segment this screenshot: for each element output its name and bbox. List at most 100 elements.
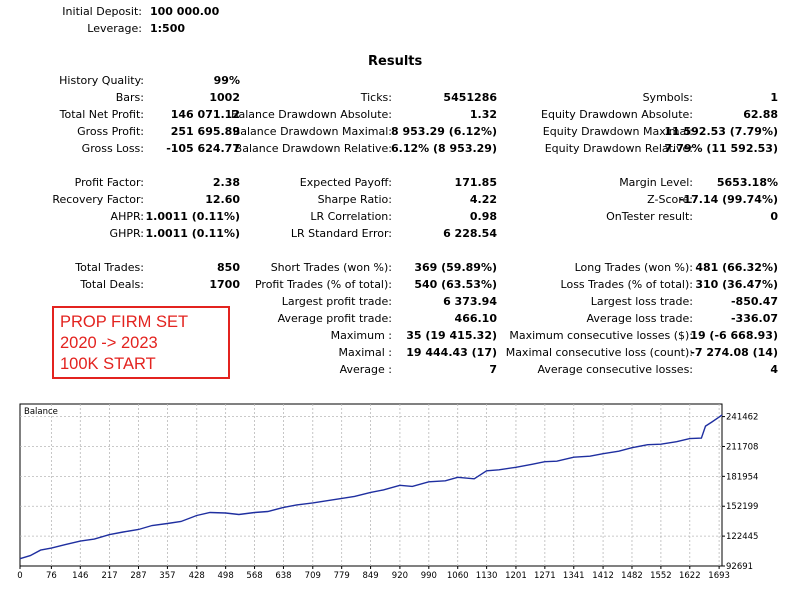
stat-label: Equity Drawdown Absolute: xyxy=(541,108,693,121)
stat-label: Average : xyxy=(339,363,392,376)
stat-value: 35 (19 415.32) xyxy=(406,329,497,342)
x-tick-label: 217 xyxy=(101,571,117,581)
stat-value: 4 xyxy=(770,363,778,376)
x-tick-label: 498 xyxy=(218,571,234,581)
stat-value: 1.32 xyxy=(469,108,497,121)
stat-value: -7 274.08 (14) xyxy=(690,346,778,359)
balance-line xyxy=(19,414,723,560)
x-tick-label: 76 xyxy=(46,571,57,581)
x-tick-label: 1271 xyxy=(534,571,556,581)
leverage-label: Leverage: xyxy=(87,22,142,35)
stat-label: Total Net Profit: xyxy=(59,108,144,121)
note-line-3: 100K START xyxy=(60,355,156,373)
x-tick-label: 568 xyxy=(246,571,262,581)
y-tick-label: 92691 xyxy=(726,562,753,572)
stat-value: 19 444.43 (17) xyxy=(406,346,497,359)
x-tick-label: 146 xyxy=(72,571,88,581)
stat-label: Expected Payoff: xyxy=(299,176,392,189)
stat-label: Gross Profit: xyxy=(77,125,144,138)
stat-label: Average loss trade: xyxy=(586,312,693,325)
stat-value: 0.98 xyxy=(469,210,497,223)
stat-value: 1 xyxy=(770,91,778,104)
stat-value: 540 (63.53%) xyxy=(414,278,497,291)
x-tick-label: 709 xyxy=(305,571,321,581)
stat-value: 2.38 xyxy=(212,176,240,189)
stat-value: 8 953.29 (6.12%) xyxy=(391,125,497,138)
x-tick-label: 779 xyxy=(334,571,350,581)
stat-label: Equity Drawdown Maximal: xyxy=(542,125,693,138)
x-tick-label: 1130 xyxy=(476,571,498,581)
x-tick-label: 1201 xyxy=(505,571,527,581)
stat-value: 466.10 xyxy=(454,312,497,325)
note-line-1: PROP FIRM SET xyxy=(60,313,189,331)
stat-label: Maximal consecutive loss (count): xyxy=(505,346,693,359)
y-tick-label: 122445 xyxy=(726,532,758,542)
stat-value: 310 (36.47%) xyxy=(695,278,778,291)
stat-label: Average consecutive losses: xyxy=(537,363,693,376)
stat-label: Sharpe Ratio: xyxy=(317,193,392,206)
stat-label: Long Trades (won %): xyxy=(574,261,693,274)
stat-label: Maximum consecutive losses ($): xyxy=(509,329,693,342)
stat-value: -105 624.77 xyxy=(166,142,240,155)
stat-label: History Quality: xyxy=(59,74,144,87)
stat-value: 1.0011 (0.11%) xyxy=(145,227,241,240)
y-tick-label: 241462 xyxy=(726,413,758,423)
stat-label: Recovery Factor: xyxy=(52,193,144,206)
stat-value: 5451286 xyxy=(443,91,497,104)
stat-label: Z-Score: xyxy=(647,193,693,206)
stat-value: 62.88 xyxy=(743,108,778,121)
stat-value: 99% xyxy=(213,74,240,87)
y-tick-label: 152199 xyxy=(726,502,758,512)
stat-value: 6.12% (8 953.29) xyxy=(391,142,497,155)
x-tick-label: 1060 xyxy=(447,571,469,581)
x-tick-label: 1482 xyxy=(621,571,643,581)
x-tick-label: 920 xyxy=(392,571,408,581)
stat-label: Ticks: xyxy=(360,91,392,104)
stat-label: Average profit trade: xyxy=(277,312,392,325)
x-tick-label: 428 xyxy=(189,571,205,581)
stat-value: 146 071.12 xyxy=(170,108,240,121)
prop-firm-note: PROP FIRM SET 2020 -> 2023 100K START xyxy=(52,306,230,379)
leverage-value: 1:500 xyxy=(150,22,186,35)
x-tick-label: 1622 xyxy=(679,571,701,581)
stat-value: 850 xyxy=(217,261,240,274)
stat-label: Balance Drawdown Maximal: xyxy=(232,125,392,138)
stat-value: 7.79% (11 592.53) xyxy=(664,142,778,155)
stat-value: 12.60 xyxy=(205,193,240,206)
stat-value: 1700 xyxy=(209,278,240,291)
chart-frame xyxy=(19,403,723,567)
balance-chart: 0 76 146 217 287 357 428 498 568 638 709 779 849 920 9… xyxy=(17,403,758,581)
stat-value: 0 xyxy=(770,210,778,223)
x-tick-label: 638 xyxy=(275,571,291,581)
stat-label: Loss Trades (% of total): xyxy=(560,278,693,291)
note-line-2: 2020 -> 2023 xyxy=(60,334,158,352)
stat-label: Gross Loss: xyxy=(81,142,144,155)
stat-label: LR Correlation: xyxy=(310,210,392,223)
x-tick-label: 849 xyxy=(362,571,378,581)
x-tick-label: 990 xyxy=(421,571,437,581)
stat-label: GHPR: xyxy=(109,227,144,240)
stat-value: -850.47 xyxy=(730,295,778,308)
stat-value: 7 xyxy=(489,363,497,376)
initial-deposit-label: Initial Deposit: xyxy=(62,5,142,18)
stat-label: Margin Level: xyxy=(619,176,693,189)
stat-value: -336.07 xyxy=(730,312,778,325)
y-tick-label: 181954 xyxy=(726,472,758,482)
stat-label: OnTester result: xyxy=(606,210,693,223)
stat-value: 19 (-6 668.93) xyxy=(690,329,778,342)
chart-title: Balance xyxy=(24,407,58,417)
stat-value: 11 592.53 (7.79%) xyxy=(664,125,778,138)
x-tick-label: 357 xyxy=(159,571,175,581)
stat-value: 481 (66.32%) xyxy=(695,261,778,274)
stat-label: Total Deals: xyxy=(80,278,144,291)
stat-label: Bars: xyxy=(115,91,144,104)
x-tick-label: 1552 xyxy=(650,571,672,581)
stat-label: Balance Drawdown Relative: xyxy=(234,142,392,155)
stat-value: 251 695.89 xyxy=(170,125,240,138)
stat-label: Profit Trades (% of total): xyxy=(254,278,392,291)
stat-label: LR Standard Error: xyxy=(290,227,392,240)
stat-value: -17.14 (99.74%) xyxy=(678,193,778,206)
stat-value: 5653.18% xyxy=(716,176,778,189)
stat-label: Symbols: xyxy=(642,91,693,104)
x-tick-label: 1412 xyxy=(592,571,614,581)
